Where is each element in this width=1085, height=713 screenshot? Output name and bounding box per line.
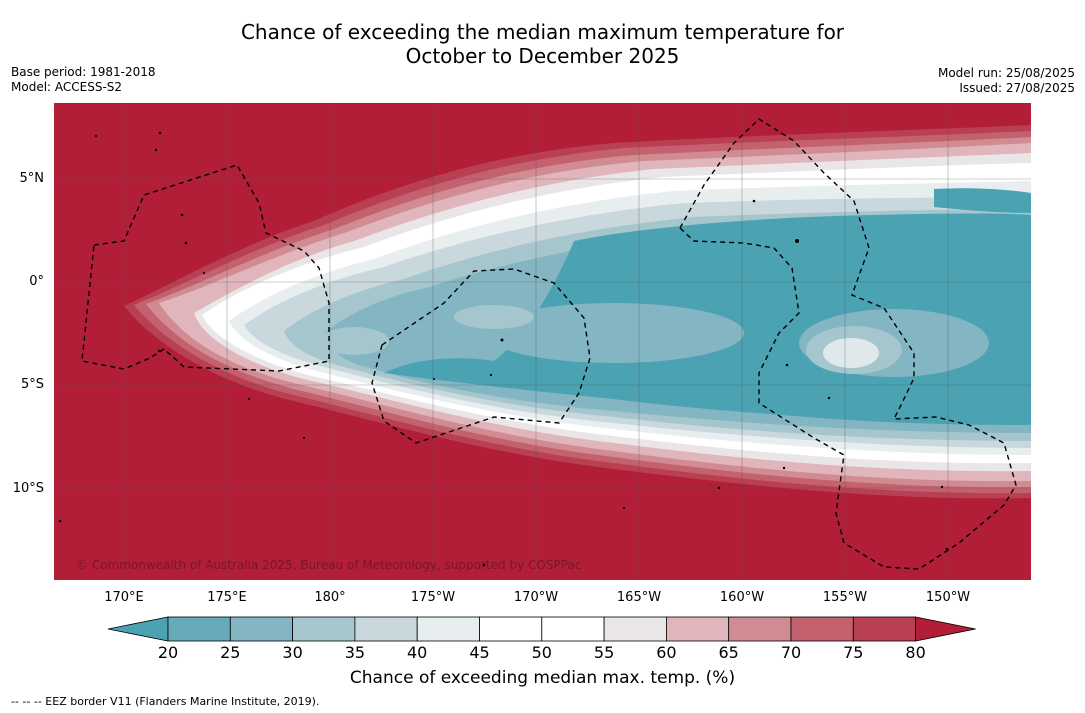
- colorbar-tick-label: 20: [157, 643, 179, 662]
- eez-legend-note: -- -- -- EEZ border V11 (Flanders Marine…: [11, 695, 320, 708]
- colorbar-segment: [229, 616, 294, 642]
- eez-borders: [81, 118, 1017, 570]
- colorbar-segment: [603, 616, 667, 642]
- colorbar-tick-label: 45: [469, 643, 490, 662]
- issued-text: Issued: 27/08/2025: [959, 81, 1075, 95]
- title-line-1: Chance of exceeding the median maximum t…: [240, 20, 845, 44]
- colorbar-label: Chance of exceeding median max. temp. (%…: [349, 668, 736, 688]
- colorbar-tick-label: 75: [843, 643, 864, 662]
- colorbar-tick-label: 50: [531, 643, 552, 662]
- colorbar-segment: [479, 616, 543, 642]
- islands: [58, 131, 949, 567]
- colorbar-segment: [790, 616, 854, 642]
- colorbar-tick-label: 40: [407, 643, 428, 662]
- colorbar-extend-low: [107, 616, 169, 642]
- base-period-text: Base period: 1981-2018: [11, 65, 156, 79]
- model-info: Base period: 1981-2018 Model: ACCESS-S2: [11, 65, 156, 95]
- colorbar-tick-label: 60: [656, 643, 677, 662]
- colorbar-segment: [541, 616, 605, 642]
- lon-label-175e: 175°E: [207, 590, 247, 605]
- patch-30-central: [484, 303, 744, 363]
- model-run-text: Model run: 25/08/2025: [937, 66, 1075, 80]
- colorbar-extend-high: [915, 616, 976, 642]
- colorbar-tick-label: 80: [905, 643, 926, 662]
- patch-45-east: [823, 338, 879, 368]
- title-line-2: October to December 2025: [405, 44, 680, 68]
- lon-label-160w: 160°W: [719, 590, 765, 605]
- colorbar-tick-label: 30: [282, 643, 303, 662]
- patch-30-southwest: [319, 327, 389, 355]
- band-20-north: [934, 188, 1031, 213]
- colorbar-segment: [728, 616, 792, 642]
- lon-label-155w: 155°W: [822, 590, 868, 605]
- colorbar-segment: [852, 616, 916, 642]
- colorbar-segment: [292, 616, 356, 642]
- lon-label-170w: 170°W: [513, 590, 559, 605]
- colorbar-tick-label: 70: [780, 643, 802, 662]
- colorbar-segment: [416, 616, 480, 642]
- colorbar-tick-label: 35: [344, 643, 366, 662]
- lat-label-5s: 5°S: [20, 377, 44, 392]
- colorbar: [107, 616, 976, 642]
- colorbar-tick-label: 55: [593, 643, 615, 662]
- run-info: Model run: 25/08/2025 Issued: 27/08/2025: [938, 66, 1075, 96]
- colorbar-segment: [167, 616, 231, 642]
- patch-35-central: [454, 305, 534, 329]
- lat-label-10s: 10°S: [12, 481, 44, 496]
- graticule: [54, 103, 1031, 580]
- colorbar-segment: [666, 616, 730, 642]
- colorbar-tick-label: 65: [718, 643, 739, 662]
- model-text: Model: ACCESS-S2: [11, 80, 123, 94]
- map-canvas: [54, 103, 1031, 580]
- colorbar-tick-label: 25: [220, 643, 241, 662]
- lon-label-180: 180°: [314, 590, 346, 605]
- lon-label-150w: 150°W: [925, 590, 971, 605]
- lat-label-5n: 5°N: [19, 171, 45, 186]
- lat-label-0: 0°: [29, 274, 44, 289]
- lon-label-170e: 170°E: [104, 590, 144, 605]
- lon-label-165w: 165°W: [616, 590, 662, 605]
- copyright-notice: © Commonwealth of Australia 2025, Bureau…: [76, 558, 582, 572]
- lon-label-175w: 175°W: [410, 590, 456, 605]
- forecast-map: [54, 103, 1031, 580]
- map-title: Chance of exceeding the median maximum t…: [0, 20, 1085, 68]
- colorbar-segment: [354, 616, 418, 642]
